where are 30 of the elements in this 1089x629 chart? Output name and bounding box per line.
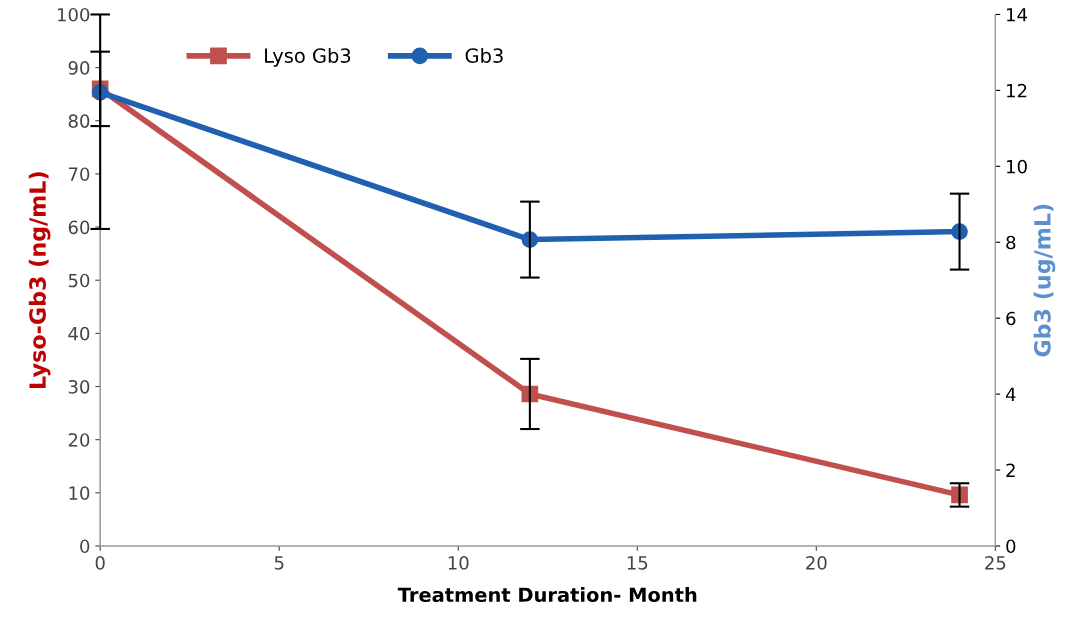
- y-tick-label: 70: [68, 167, 90, 182]
- y2-tick-label: 2: [1006, 463, 1015, 477]
- x-tick-label: 5: [274, 556, 284, 570]
- y-axis-title: Lyso-Gb3 (ng/mL): [28, 172, 51, 389]
- x-axis-title: Treatment Duration- Month: [397, 587, 697, 603]
- y-tick-label: 80: [68, 114, 90, 128]
- y-tick-label: 10: [69, 486, 90, 500]
- y-tick-label: 20: [68, 433, 90, 447]
- y2-tick-label: 10: [1007, 159, 1027, 174]
- x-tick-label: 10: [448, 556, 469, 570]
- y-tick-label: 50: [68, 273, 90, 288]
- x-tick-label: 25: [985, 556, 1006, 570]
- y2-tick-label: 8: [1006, 235, 1016, 250]
- x-tick-label: 15: [627, 556, 648, 570]
- y-tick-label: 100: [57, 7, 90, 22]
- y2-tick-label: 14: [1007, 8, 1028, 22]
- y-tick-label: 30: [68, 379, 90, 394]
- y-tick-label: 0: [80, 539, 90, 554]
- x-tick-label: 0: [95, 556, 105, 570]
- legend-label: Gb3: [465, 47, 503, 63]
- y2-tick-label: 4: [1005, 387, 1016, 401]
- y2-axis-title: Gb3 (ug/mL): [1033, 204, 1056, 357]
- y-tick-label: 90: [68, 61, 90, 75]
- y2-tick-label: 6: [1006, 311, 1016, 326]
- legend-label: Lyso Gb3: [265, 47, 351, 67]
- y2-tick-label: 0: [1006, 539, 1016, 554]
- y2-tick-label: 12: [1007, 83, 1027, 98]
- x-tick-label: 20: [806, 556, 827, 570]
- y-tick-label: 40: [68, 326, 90, 341]
- y-tick-label: 60: [68, 220, 90, 235]
